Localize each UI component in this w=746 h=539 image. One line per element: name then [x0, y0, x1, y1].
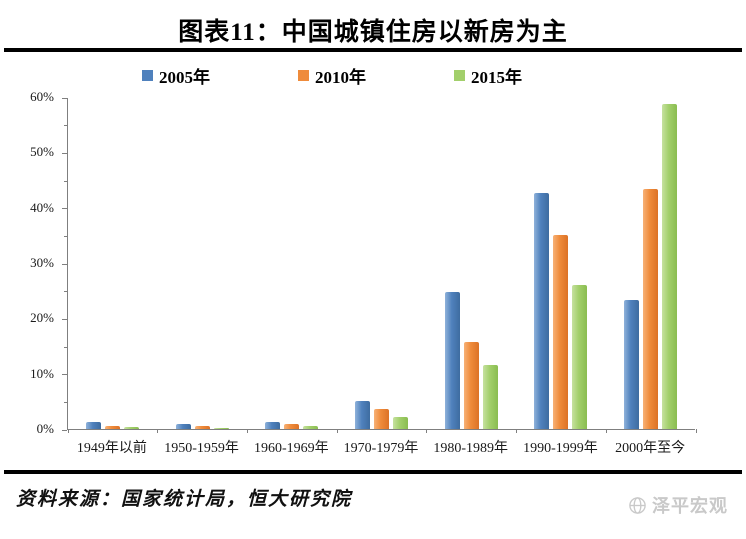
bar [642, 189, 658, 429]
x-axis-tick [67, 429, 69, 433]
y-major-tick [61, 374, 67, 376]
bar-groups [68, 98, 695, 429]
legend-label: 2005年 [159, 67, 210, 87]
y-major-tick [61, 152, 67, 154]
bar [572, 284, 588, 429]
y-axis-label: 30% [30, 255, 54, 270]
x-axis-label: 1990-1999年 [523, 441, 598, 456]
x-axis-label: 2000年至今 [615, 441, 686, 456]
bar-group [426, 98, 516, 429]
y-minor-tick [63, 401, 67, 403]
footer: 资料来源：国家统计局，恒大研究院 泽平宏观 [0, 474, 746, 535]
bar [623, 299, 639, 429]
y-axis: 0% 10% 20% 30% 40% 50% 60% [0, 89, 60, 436]
x-axis-label: 1980-1989年 [433, 441, 509, 456]
x-axis: 1949年以前 1950-1959年 1960-1969年 1970-1979年 198… [67, 437, 695, 457]
page-title: 图表11：中国城镇住房以新房为主 [178, 19, 568, 46]
legend-item-2010: 2010年 [298, 63, 366, 88]
bar [463, 342, 479, 429]
bar [105, 425, 121, 429]
bar [534, 192, 550, 429]
bar [194, 426, 210, 429]
x-axis-tick [426, 429, 428, 433]
bar-group [516, 98, 606, 429]
bar [213, 427, 229, 429]
y-axis-label: 50% [30, 144, 54, 160]
bar [393, 417, 409, 429]
y-major-tick [61, 263, 67, 265]
y-axis-label: 60% [30, 89, 54, 104]
bottom-divider [4, 470, 742, 474]
legend-label: 2010年 [315, 67, 366, 87]
x-axis-tick [695, 429, 697, 433]
bar [482, 365, 498, 429]
bar [124, 427, 140, 429]
bar [303, 426, 319, 429]
globe-icon [629, 496, 646, 514]
chart-area: 0% 10% 20% 30% 40% 50% 60% 1949年以前 1950-1959年 19… [0, 89, 746, 470]
x-axis-tick [516, 429, 518, 433]
bar [86, 422, 102, 429]
y-major-tick [61, 318, 67, 320]
bar [265, 421, 281, 429]
y-axis-label: 10% [30, 365, 54, 381]
x-axis-label: 1970-1979年 [343, 441, 419, 456]
legend-swatch-2015 [454, 69, 465, 81]
legend-swatch-2005 [142, 69, 153, 81]
legend: 2005年 2010年 2015年 [0, 52, 746, 98]
watermark-text: 泽平宏观 [652, 496, 728, 516]
x-axis-label: 1949年以前 [76, 441, 147, 456]
x-axis-tick [605, 429, 607, 433]
bar [284, 424, 300, 429]
top-divider [4, 48, 742, 52]
y-minor-tick [63, 125, 67, 127]
bar [444, 291, 460, 429]
x-axis-label: 1960-1969年 [253, 441, 329, 456]
x-axis-tick [336, 429, 338, 433]
y-axis-label: 40% [30, 199, 54, 215]
y-minor-tick [63, 346, 67, 348]
y-major-tick [61, 97, 67, 99]
bar [374, 409, 390, 429]
bar-group [605, 98, 695, 429]
y-major-tick [61, 208, 67, 210]
watermark: 泽平宏观 [628, 492, 728, 518]
y-major-tick [61, 429, 67, 431]
bar [661, 103, 677, 429]
y-minor-tick [63, 180, 67, 182]
bar-group [337, 98, 427, 429]
x-axis-label: 1950-1959年 [164, 441, 239, 456]
legend-swatch-2010 [298, 69, 309, 81]
bar-group [158, 98, 248, 429]
plot-area [61, 97, 697, 433]
y-minor-tick [63, 291, 67, 293]
bar [175, 424, 191, 429]
bar-group [247, 98, 337, 429]
x-axis-tick [157, 429, 159, 433]
y-axis-label: 0% [36, 421, 54, 436]
legend-label: 2015年 [471, 67, 522, 87]
bar [355, 401, 371, 429]
x-axis-tick [246, 429, 248, 433]
legend-item-2015: 2015年 [454, 63, 522, 88]
bar-group [68, 98, 158, 429]
source-note: 资料来源：国家统计局，恒大研究院 [16, 489, 353, 510]
y-axis-label: 20% [30, 310, 54, 326]
y-minor-tick [63, 235, 67, 237]
bar [553, 235, 569, 429]
legend-item-2005: 2005年 [142, 63, 210, 88]
